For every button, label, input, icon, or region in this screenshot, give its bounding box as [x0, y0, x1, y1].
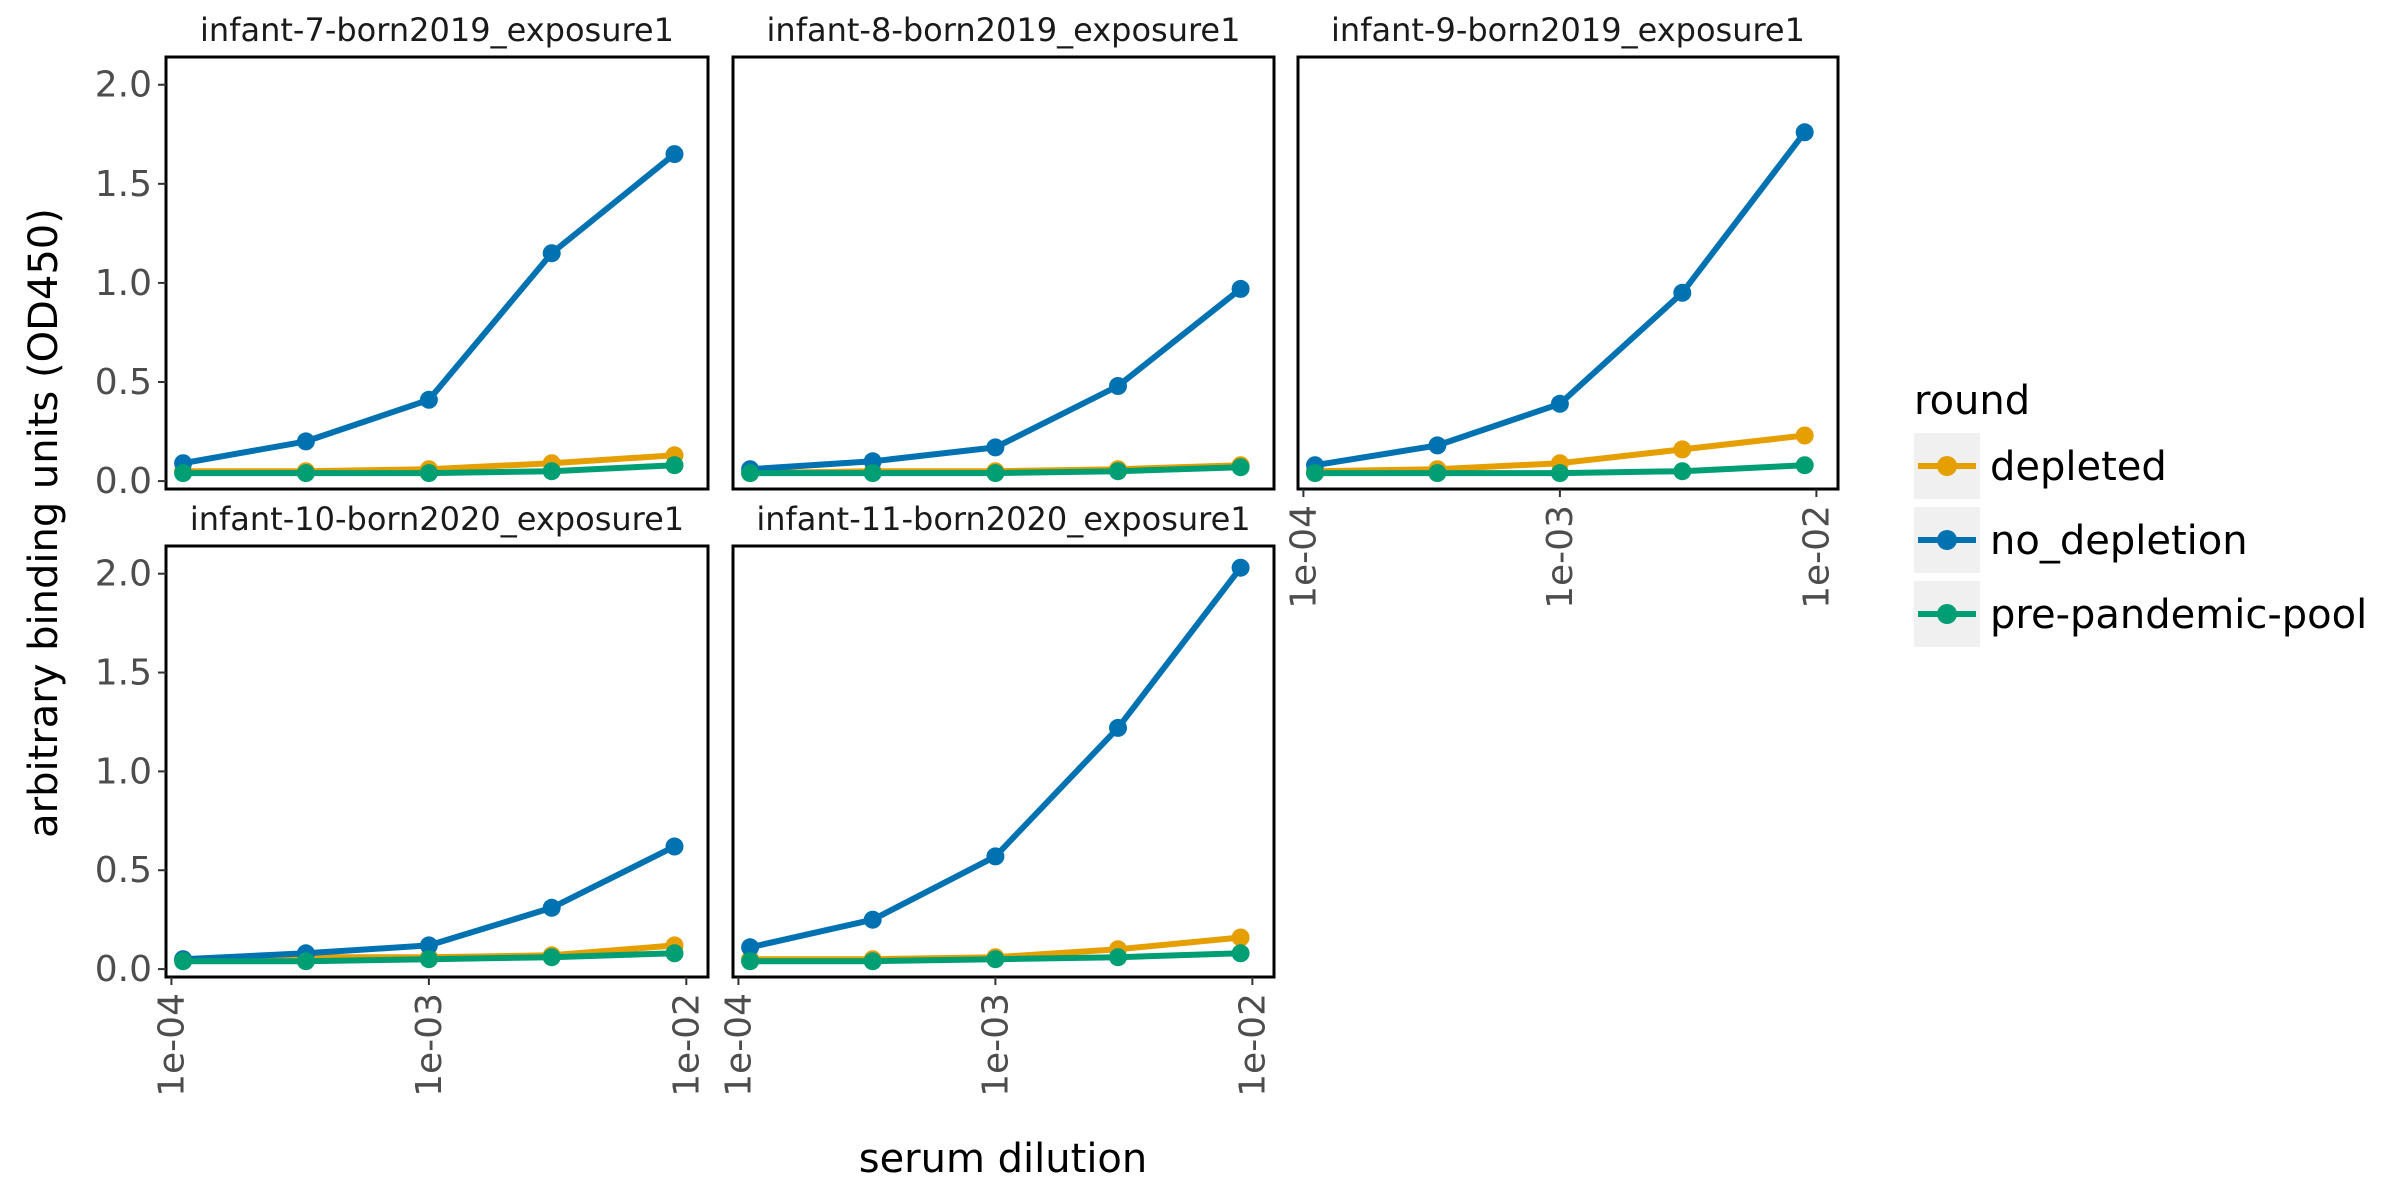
data-point-no_depletion	[1109, 377, 1127, 395]
legend-entry-depleted: depleted	[1914, 433, 2167, 499]
data-point-no_depletion	[1673, 283, 1692, 302]
data-point-no_depletion	[542, 898, 561, 917]
panel-border	[164, 55, 710, 491]
y-tick-label: 2.0	[95, 65, 152, 106]
legend-entry-pre-pandemic-pool: pre-pandemic-pool	[1914, 581, 2367, 647]
y-tick-label: 0.5	[95, 362, 152, 403]
data-point-pre-pandemic-pool	[863, 464, 882, 483]
y-tick-label: 0.0	[95, 949, 152, 990]
y-tick-label: 0.0	[95, 461, 152, 502]
y-tick-label: 2.0	[95, 554, 152, 595]
y-tick-label: 1.5	[95, 653, 152, 694]
x-tick-label: 1e-03	[409, 993, 450, 1097]
x-tick-label: 1e-04	[1283, 505, 1324, 609]
y-tick-label: 1.0	[95, 751, 152, 792]
data-point-depleted	[1673, 440, 1692, 459]
legend-title: round	[1914, 378, 2030, 424]
data-point-pre-pandemic-pool	[986, 464, 1005, 483]
data-point-no_depletion	[419, 936, 438, 955]
data-point-pre-pandemic-pool	[665, 456, 684, 475]
data-point-no_depletion	[665, 837, 684, 856]
data-point-no_depletion	[1550, 394, 1569, 413]
data-point-pre-pandemic-pool	[296, 952, 315, 971]
data-point-pre-pandemic-pool	[986, 950, 1005, 969]
x-axis-title: serum dilution	[859, 1136, 1148, 1182]
data-point-pre-pandemic-pool	[1109, 462, 1127, 481]
x-tick-label: 1e-03	[975, 993, 1016, 1097]
y-tick-label: 1.5	[95, 164, 152, 205]
data-point-pre-pandemic-pool	[1109, 948, 1127, 967]
data-point-pre-pandemic-pool	[665, 944, 684, 963]
x-tick-label: 1e-04	[718, 993, 759, 1097]
data-point-pre-pandemic-pool	[863, 952, 882, 971]
series-line-no_depletion	[1314, 130, 1808, 469]
facet-title: infant-11-born2020_exposure1	[756, 500, 1250, 538]
data-point-no_depletion	[1109, 718, 1127, 737]
data-point-no_depletion	[542, 244, 561, 263]
y-axis-title: arbitrary binding units (OD450)	[21, 208, 67, 838]
panel-border	[164, 544, 710, 979]
facet-title: infant-8-born2019_exposure1	[767, 11, 1241, 49]
data-point-pre-pandemic-pool	[542, 462, 561, 481]
legend-label: depleted	[1990, 444, 2167, 490]
data-point-pre-pandemic-pool	[296, 464, 315, 483]
x-tick-label: 1e-04	[151, 993, 192, 1097]
data-point-pre-pandemic-pool	[1231, 458, 1250, 477]
data-point-depleted	[1795, 426, 1814, 445]
x-tick-label: 1e-02	[1232, 993, 1273, 1097]
facet-panel: infant-7-born2019_exposure1 0.0 0.5 1.0 1.5 2…	[95, 11, 710, 502]
x-tick-label: 1e-02	[1796, 505, 1837, 609]
data-point-no_depletion	[296, 432, 315, 451]
legend-key-point	[1937, 456, 1957, 476]
legend-entry-no_depletion: no_depletion	[1914, 507, 2248, 573]
panel-border	[731, 544, 1276, 979]
facet-panel: infant-10-born2020_exposure1 0.0 0.5 1.0 1.5…	[95, 500, 710, 1097]
data-point-pre-pandemic-pool	[1306, 464, 1324, 483]
data-point-pre-pandemic-pool	[1231, 944, 1250, 963]
x-tick-label: 1e-03	[1540, 505, 1581, 609]
x-tick-label: 1e-02	[666, 993, 707, 1097]
data-point-pre-pandemic-pool	[1550, 464, 1569, 483]
facet-title: infant-7-born2019_exposure1	[200, 11, 674, 49]
data-point-pre-pandemic-pool	[741, 464, 760, 483]
y-tick-label: 1.0	[95, 263, 152, 304]
legend: round depleted no_depletion pre-pandemic-p…	[1914, 378, 2367, 647]
data-point-pre-pandemic-pool	[174, 464, 193, 483]
facet-title: infant-9-born2019_exposure1	[1331, 11, 1805, 49]
legend-label: pre-pandemic-pool	[1990, 592, 2367, 638]
legend-key-point	[1937, 604, 1957, 624]
data-point-no_depletion	[1428, 436, 1447, 455]
data-point-pre-pandemic-pool	[419, 464, 438, 483]
data-point-pre-pandemic-pool	[1673, 462, 1692, 481]
series-line-no_depletion	[749, 565, 1243, 951]
data-point-pre-pandemic-pool	[174, 952, 193, 971]
panel-border	[1296, 55, 1840, 491]
y-tick-label: 0.5	[95, 850, 152, 891]
data-point-no_depletion	[1231, 558, 1250, 577]
facet-panels: infant-7-born2019_exposure1 0.0 0.5 1.0 1.5 2…	[95, 11, 1840, 1097]
data-point-no_depletion	[665, 145, 684, 164]
panel-border	[731, 55, 1276, 491]
data-point-no_depletion	[741, 938, 760, 957]
facet-panel: infant-11-born2020_exposure1 1e-04 1e-03 1e…	[718, 500, 1276, 1097]
data-point-pre-pandemic-pool	[1428, 464, 1447, 483]
data-point-no_depletion	[863, 910, 882, 929]
facet-panel: infant-8-born2019_exposure1	[731, 11, 1276, 491]
data-point-no_depletion	[1795, 123, 1814, 142]
data-point-no_depletion	[419, 390, 438, 409]
data-point-depleted	[1231, 928, 1250, 947]
facet-panel: infant-9-born2019_exposure1 1e-04 1e-03 1e-…	[1283, 11, 1840, 609]
data-point-pre-pandemic-pool	[542, 948, 561, 967]
data-point-pre-pandemic-pool	[1795, 456, 1814, 475]
data-point-pre-pandemic-pool	[419, 950, 438, 969]
data-point-no_depletion	[1231, 279, 1250, 298]
legend-key-point	[1937, 530, 1957, 550]
data-point-no_depletion	[986, 438, 1005, 457]
legend-label: no_depletion	[1990, 518, 2248, 564]
data-point-pre-pandemic-pool	[741, 952, 760, 971]
data-point-no_depletion	[986, 847, 1005, 866]
series-line-no_depletion	[182, 151, 677, 467]
facet-title: infant-10-born2020_exposure1	[190, 500, 684, 538]
